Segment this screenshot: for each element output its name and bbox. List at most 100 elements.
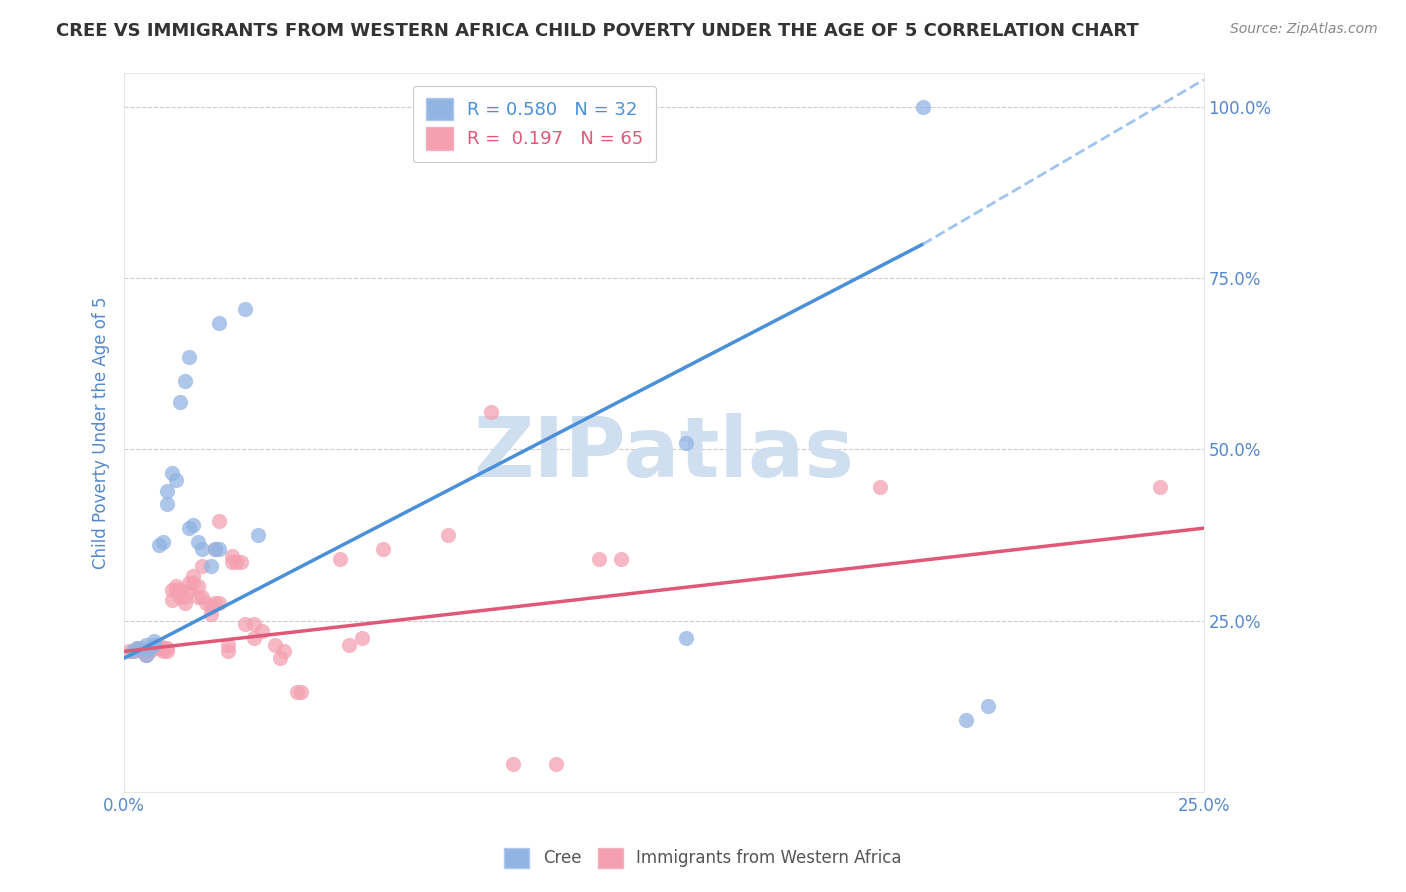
Point [169, 582, 191, 597]
Point [437, 528, 460, 542]
Point [135, 648, 157, 662]
Point [204, 541, 226, 556]
Point [195, 597, 218, 611]
Point [247, 528, 270, 542]
Point [269, 651, 291, 665]
Point [156, 483, 179, 498]
Point [165, 473, 187, 487]
Point [208, 541, 231, 556]
Point [187, 590, 209, 604]
Legend: Cree, Immigrants from Western Africa: Cree, Immigrants from Western Africa [498, 841, 908, 875]
Point [187, 579, 209, 593]
Point [177, 350, 200, 364]
Point [350, 631, 373, 645]
Point [177, 576, 200, 591]
Point [544, 757, 567, 772]
Text: ZIPatlas: ZIPatlas [474, 413, 855, 494]
Point [181, 517, 204, 532]
Point [139, 640, 162, 655]
Point [200, 607, 222, 621]
Point [173, 590, 195, 604]
Point [373, 541, 395, 556]
Point [169, 590, 191, 604]
Point [191, 558, 214, 573]
Point [156, 497, 179, 511]
Text: CREE VS IMMIGRANTS FROM WESTERN AFRICA CHILD POVERTY UNDER THE AGE OF 5 CORRELAT: CREE VS IMMIGRANTS FROM WESTERN AFRICA C… [56, 22, 1139, 40]
Point [675, 435, 697, 450]
Point [156, 640, 179, 655]
Point [911, 100, 934, 114]
Point [290, 685, 312, 699]
Point [165, 582, 187, 597]
Point [217, 644, 239, 658]
Point [127, 640, 149, 655]
Point [208, 316, 231, 330]
Point [152, 534, 174, 549]
Point [191, 590, 214, 604]
Point [148, 640, 170, 655]
Point [160, 467, 183, 481]
Point [285, 685, 308, 699]
Text: Source: ZipAtlas.com: Source: ZipAtlas.com [1230, 22, 1378, 37]
Point [233, 617, 256, 632]
Point [273, 644, 295, 658]
Point [242, 631, 264, 645]
Point [121, 644, 143, 658]
Point [143, 634, 166, 648]
Point [135, 648, 157, 662]
Point [121, 644, 143, 658]
Point [181, 569, 204, 583]
Point [191, 541, 214, 556]
Point [173, 597, 195, 611]
Point [869, 480, 891, 494]
Point [165, 579, 187, 593]
Point [225, 555, 247, 569]
Point [588, 552, 610, 566]
Point [117, 644, 139, 658]
Point [221, 549, 243, 563]
Point [160, 582, 183, 597]
Point [139, 644, 162, 658]
Point [177, 582, 200, 597]
Point [160, 593, 183, 607]
Point [337, 638, 360, 652]
Point [479, 405, 502, 419]
Point [208, 514, 231, 528]
Legend: R = 0.580   N = 32, R =  0.197   N = 65: R = 0.580 N = 32, R = 0.197 N = 65 [413, 86, 657, 162]
Point [143, 640, 166, 655]
Point [252, 624, 274, 638]
Point [173, 374, 195, 388]
Point [135, 648, 157, 662]
Point [208, 597, 231, 611]
Point [156, 644, 179, 658]
Point [152, 644, 174, 658]
Point [977, 699, 1000, 714]
Point [187, 534, 209, 549]
Point [204, 541, 226, 556]
Point [221, 555, 243, 569]
Point [675, 631, 697, 645]
Point [200, 599, 222, 614]
Point [143, 638, 166, 652]
Point [609, 552, 631, 566]
Point [204, 597, 226, 611]
Point [242, 617, 264, 632]
Point [502, 757, 524, 772]
Point [143, 638, 166, 652]
Point [148, 538, 170, 552]
Y-axis label: Child Poverty Under the Age of 5: Child Poverty Under the Age of 5 [93, 296, 110, 568]
Point [329, 552, 352, 566]
Point [264, 638, 287, 652]
Point [200, 558, 222, 573]
Point [233, 302, 256, 317]
Point [127, 640, 149, 655]
Point [169, 394, 191, 409]
Point [955, 713, 977, 727]
Point [1149, 480, 1171, 494]
Point [177, 521, 200, 535]
Point [181, 576, 204, 591]
Point [135, 638, 157, 652]
Point [131, 644, 153, 658]
Point [217, 638, 239, 652]
Point [152, 640, 174, 655]
